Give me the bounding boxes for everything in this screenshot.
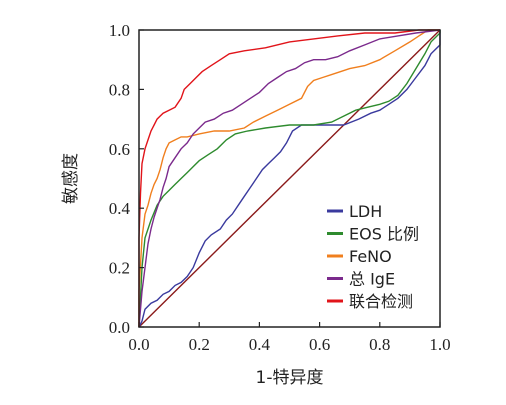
series-layer — [138, 29, 441, 328]
plot-frame — [138, 29, 441, 328]
series-line-4 — [138, 29, 440, 327]
y-axis-title: 敏感度 — [61, 153, 81, 204]
x-tick-layer: 0.0 0.2 0.4 0.6 0.8 1.0 — [128, 322, 451, 354]
x-tick-label: 0.4 — [249, 335, 271, 354]
legend-label-4: 联合检测 — [349, 292, 413, 311]
x-tick-label: 0.8 — [369, 335, 390, 354]
y-tick-label: 0.6 — [109, 140, 130, 159]
x-axis-title: 1-特异度 — [256, 368, 324, 388]
x-tick-label: 0.6 — [309, 335, 330, 354]
reference-line-layer — [138, 29, 441, 328]
x-tick-label: 0.0 — [128, 335, 149, 354]
reference-diagonal-line — [138, 29, 441, 328]
series-line-0 — [138, 30, 441, 328]
y-tick-label: 0.0 — [109, 318, 130, 337]
y-tick-label: 0.2 — [109, 259, 130, 278]
x-tick-label: 0.2 — [189, 335, 210, 354]
x-tick-label: 1.0 — [429, 335, 450, 354]
series-line-1 — [138, 30, 441, 328]
y-tick-label: 0.8 — [109, 80, 130, 99]
legend-label-3: 总 IgE — [349, 270, 395, 289]
y-tick-label: 1.0 — [109, 21, 130, 40]
legend-label-0: LDH — [349, 202, 382, 221]
y-tick-layer: 0.0 0.2 0.4 0.6 0.8 1.0 — [109, 21, 144, 337]
legend-label-2: FeNO — [349, 247, 392, 266]
legend: LDH EOS 比例 FeNO 总 IgE 联合检测 — [327, 202, 419, 311]
y-tick-label: 0.4 — [109, 199, 131, 218]
series-line-3 — [138, 29, 441, 328]
legend-label-1: EOS 比例 — [349, 225, 419, 244]
series-line-2 — [138, 29, 440, 327]
